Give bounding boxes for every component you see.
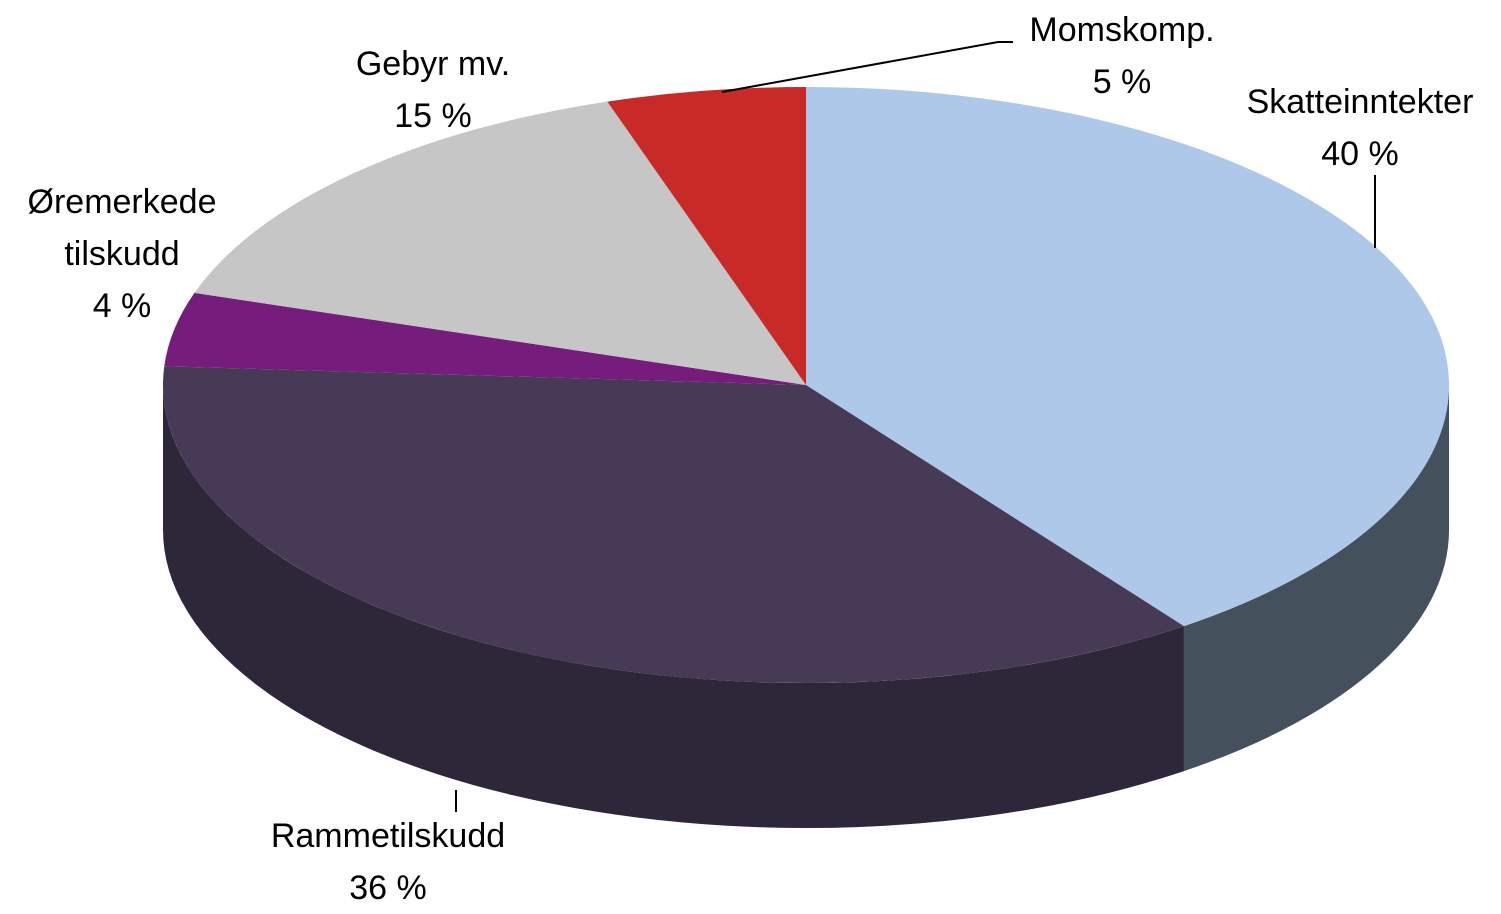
value-label: 15 % [394, 97, 472, 135]
tops [162, 87, 1449, 683]
sides [163, 385, 1449, 828]
slice-label: Momskomp. 5 % [992, 4, 1252, 108]
slice [162, 366, 1184, 683]
slice [607, 87, 806, 385]
slice-label: Skatteinntekter 40 % [1210, 76, 1501, 180]
category-name: Momskomp. [1029, 11, 1215, 49]
slice-label: Øremerkede tilskudd 4 % [2, 176, 242, 332]
value-label: 36 % [349, 869, 427, 907]
slice-label: Gebyr mv. 15 % [303, 38, 563, 142]
value-label: 40 % [1321, 135, 1399, 173]
leader-lines [455, 41, 1376, 812]
slice [164, 292, 807, 385]
leader-line [721, 41, 1013, 93]
category-name: Øremerkede tilskudd [27, 183, 217, 273]
value-label: 4 % [92, 287, 152, 325]
slice [806, 87, 1449, 627]
category-name: Skatteinntekter [1246, 83, 1474, 121]
slice-side [163, 385, 1184, 828]
category-name: Gebyr mv. [355, 45, 511, 83]
slice [194, 101, 807, 386]
slice-label: Rammetilskudd 36 % [218, 810, 558, 914]
value-label: 5 % [1092, 63, 1152, 101]
category-name: Rammetilskudd [270, 817, 506, 855]
slice-side [1183, 385, 1449, 772]
